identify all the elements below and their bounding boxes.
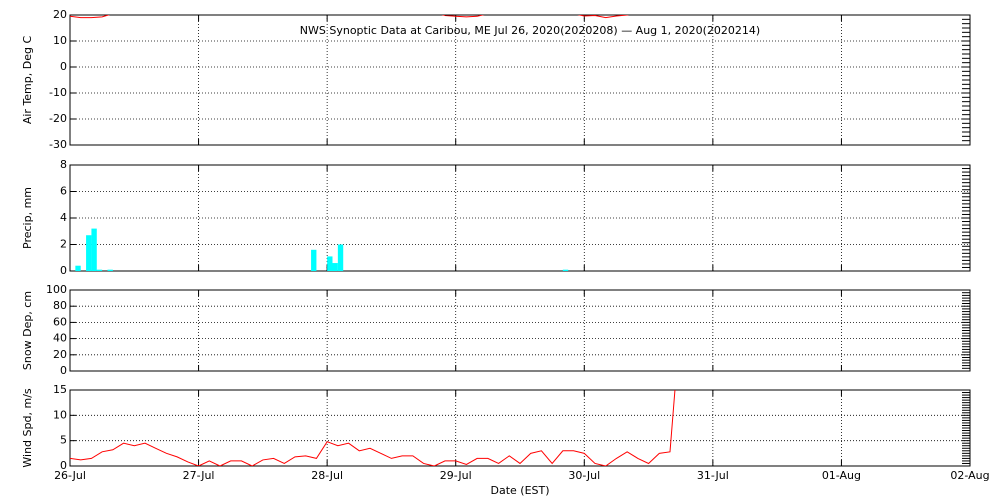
bar [91, 228, 97, 271]
y-tick-label: 80 [53, 299, 67, 312]
y-tick-label: 0 [60, 364, 67, 377]
y-tick-label: 6 [60, 185, 67, 198]
plot-area [70, 15, 630, 19]
bar [75, 265, 81, 271]
x-tick-label: 27-Jul [183, 469, 215, 482]
y-axis-label: Precip, mm [21, 187, 34, 249]
y-tick-label: -20 [49, 112, 67, 125]
y-tick-label: 60 [53, 315, 67, 328]
x-tick-label: 01-Aug [822, 469, 861, 482]
bar [337, 244, 344, 271]
y-tick-label: 8 [60, 158, 67, 171]
y-tick-label: 4 [60, 211, 67, 224]
bar [311, 249, 317, 271]
y-tick-label: 10 [53, 34, 67, 47]
bar [107, 269, 113, 271]
chart-title: NWS Synoptic Data at Caribou, ME Jul 26,… [300, 24, 760, 37]
y-tick-label: -30 [49, 138, 67, 151]
y-tick-label: 0 [60, 60, 67, 73]
x-tick-label: 28-Jul [311, 469, 343, 482]
plot-area [75, 228, 569, 271]
y-axis-label: Snow Dep, cm [21, 291, 34, 370]
bar [86, 235, 92, 271]
y-tick-label: 2 [60, 238, 67, 251]
y-tick-label: 5 [60, 434, 67, 447]
x-tick-label: 26-Jul [54, 469, 86, 482]
plot-area [70, 390, 676, 466]
y-tick-label: -10 [49, 86, 67, 99]
y-tick-label: 100 [46, 283, 67, 296]
x-tick-label: 30-Jul [568, 469, 600, 482]
bar [332, 263, 338, 271]
plot-frame [69, 14, 971, 146]
y-tick-label: 40 [53, 332, 67, 345]
y-tick-label: 0 [60, 264, 67, 277]
y-tick-label: 10 [53, 408, 67, 421]
y-tick-label: 20 [53, 8, 67, 21]
data-line [70, 15, 630, 19]
y-axis-label: Wind Spd, m/s [21, 388, 34, 468]
y-tick-label: 20 [53, 348, 67, 361]
x-tick-label: 29-Jul [440, 469, 472, 482]
x-tick-label: 31-Jul [697, 469, 729, 482]
y-axis-label: Air Temp, Deg C [21, 36, 34, 125]
x-tick-label: 02-Aug [950, 469, 989, 482]
bar [562, 269, 569, 271]
x-axis-label: Date (EST) [490, 484, 549, 497]
plot-frame [69, 164, 971, 272]
bar [327, 256, 333, 271]
plot-frame [69, 389, 971, 467]
bar [96, 269, 103, 271]
data-line [70, 390, 676, 466]
plot-frame [69, 289, 971, 372]
y-tick-label: 15 [53, 383, 67, 396]
y-tick-label: 0 [60, 459, 67, 472]
